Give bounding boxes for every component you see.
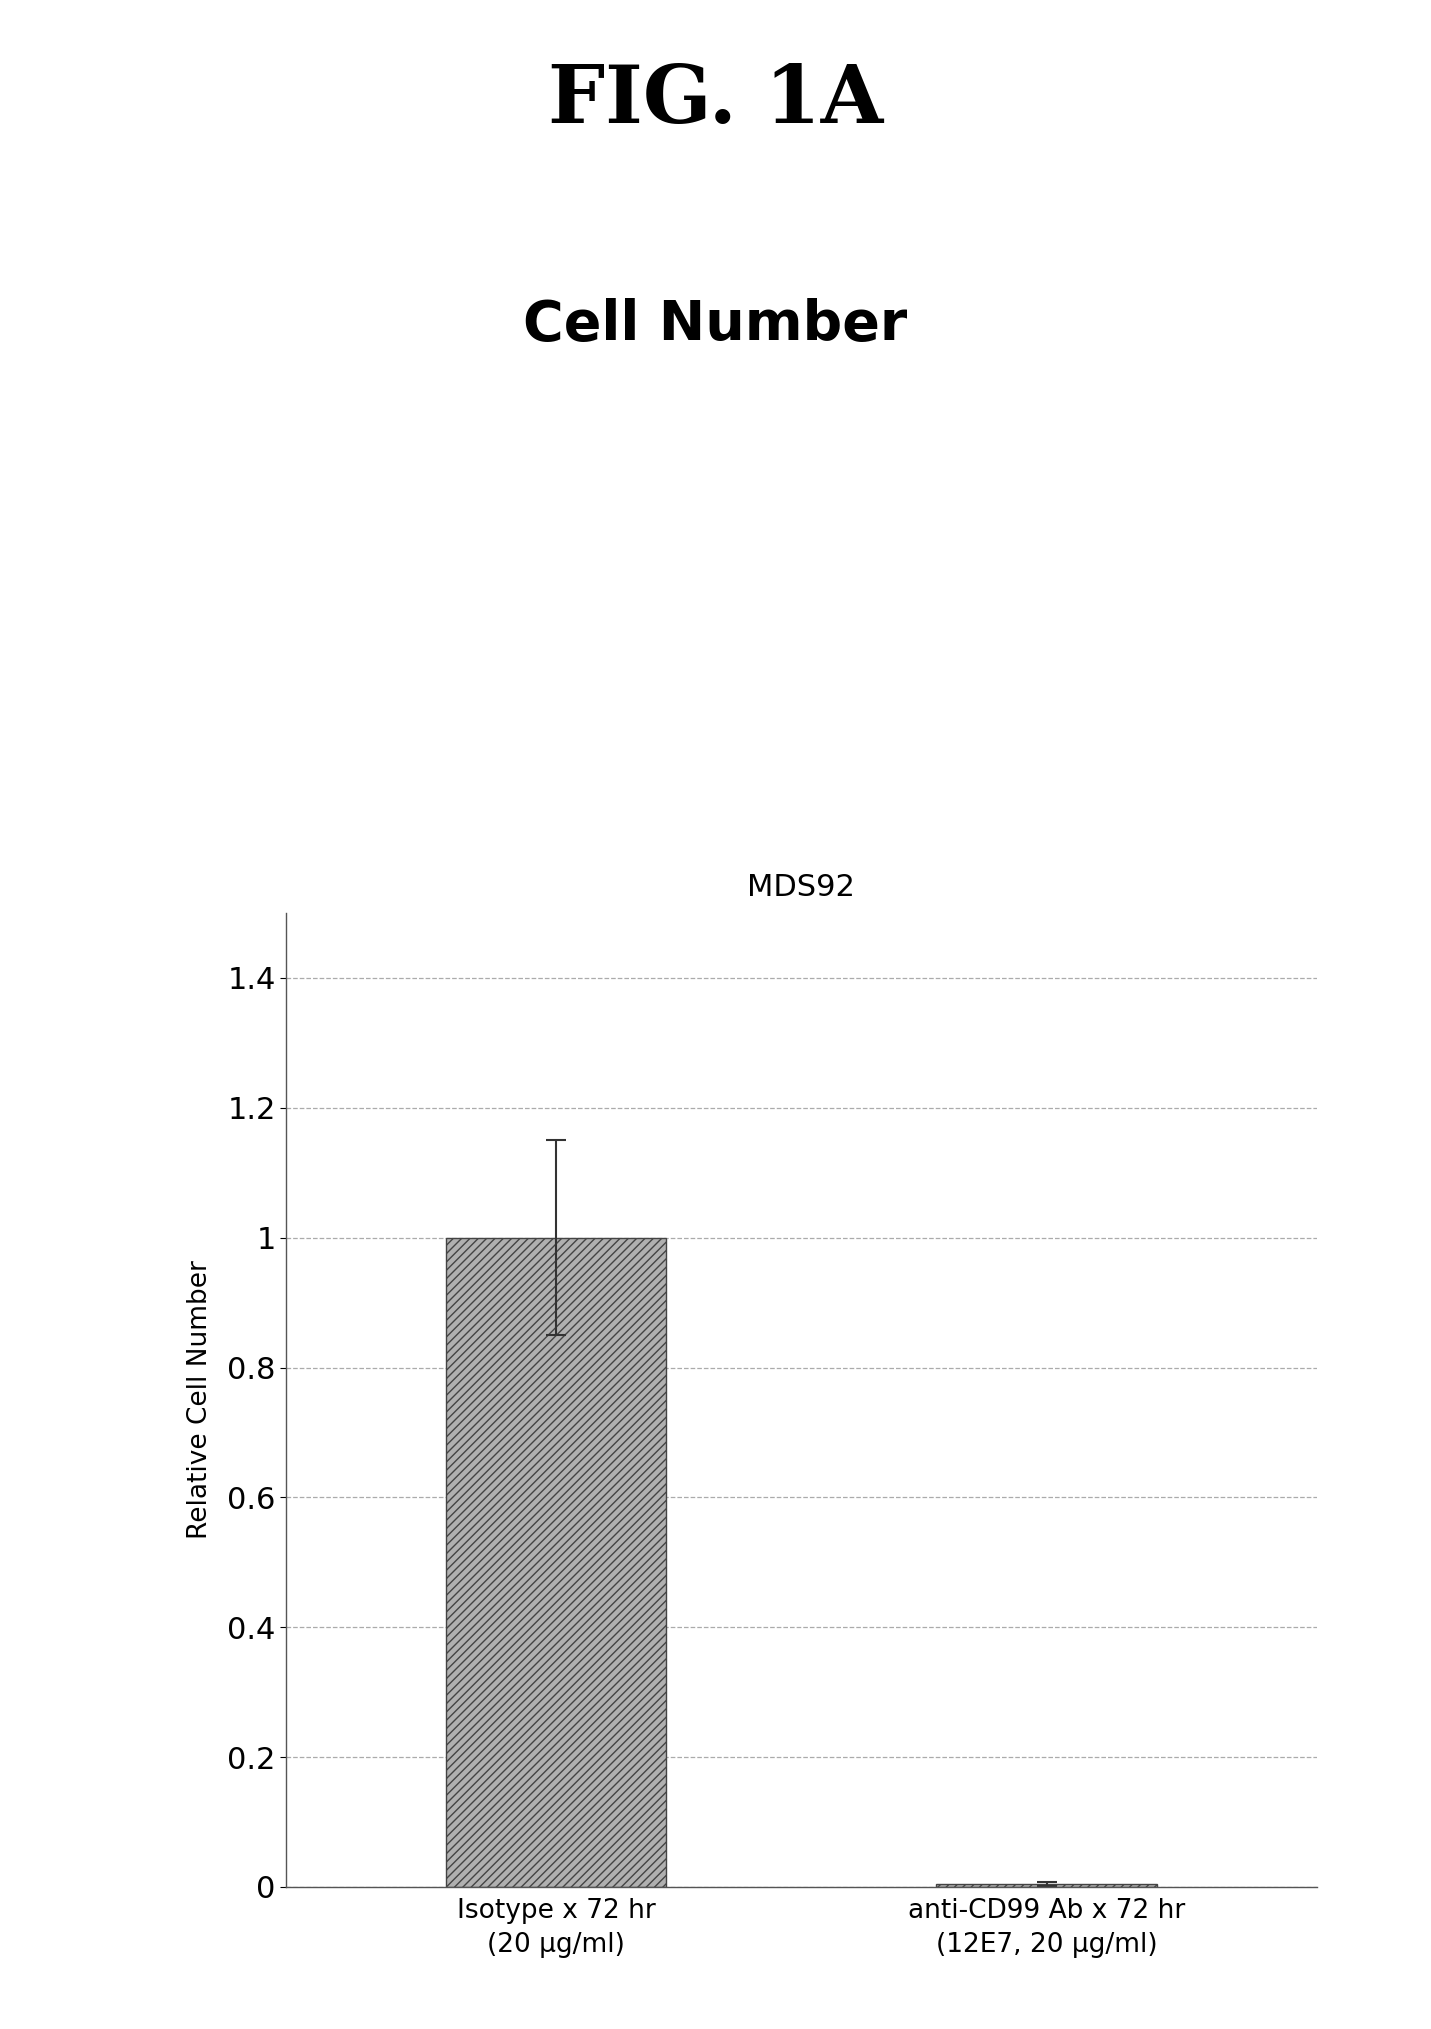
Y-axis label: Relative Cell Number: Relative Cell Number [187, 1260, 213, 1540]
Text: FIG. 1A: FIG. 1A [548, 63, 883, 140]
Text: Cell Number: Cell Number [524, 298, 907, 351]
Bar [936, 1883, 1158, 1887]
Title: MDS92: MDS92 [747, 872, 856, 903]
Bar [445, 1238, 667, 1887]
